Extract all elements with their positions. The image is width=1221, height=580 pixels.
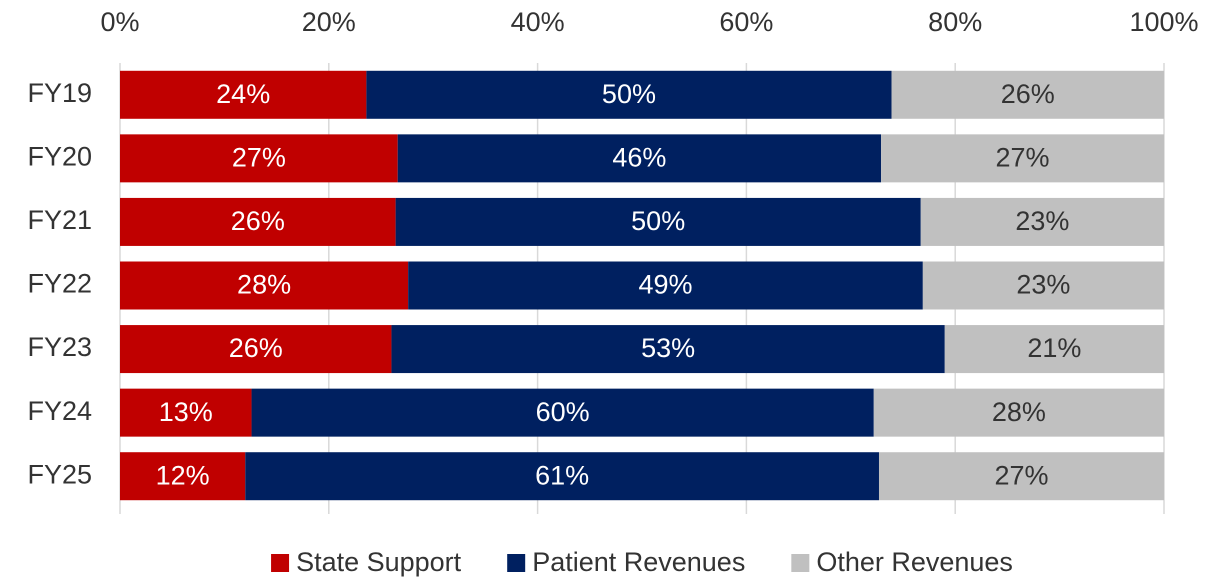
data-label: 50% xyxy=(631,206,685,236)
data-label: 50% xyxy=(602,79,656,109)
data-label: 23% xyxy=(1015,206,1069,236)
bar-segment xyxy=(391,325,945,374)
y-tick-label: FY25 xyxy=(27,459,92,489)
bar-segment xyxy=(920,197,1164,246)
legend-swatch xyxy=(791,554,810,572)
data-label: 61% xyxy=(535,460,589,490)
data-label: 12% xyxy=(156,460,210,490)
legend-swatch xyxy=(271,554,290,572)
data-label: 60% xyxy=(536,397,590,427)
y-tick-label: FY21 xyxy=(27,205,92,235)
x-tick-label: 40% xyxy=(511,7,565,37)
data-label: 26% xyxy=(229,333,283,363)
legend-swatch xyxy=(507,554,526,572)
bar-segment xyxy=(366,70,892,119)
bar-segment xyxy=(395,197,921,246)
data-label: 46% xyxy=(612,142,666,172)
bar-segment xyxy=(878,452,1164,501)
bar-segment xyxy=(245,452,879,501)
y-tick-label: FY24 xyxy=(27,396,92,426)
bar-segment xyxy=(891,70,1164,119)
y-tick-label: FY23 xyxy=(27,332,92,362)
x-tick-label: 100% xyxy=(1129,7,1198,37)
legend-label: Patient Revenues xyxy=(532,547,745,577)
y-tick-label: FY20 xyxy=(27,141,92,171)
x-tick-label: 0% xyxy=(100,7,139,37)
bar-segment xyxy=(944,325,1164,374)
bar-segment xyxy=(408,261,923,310)
data-label: 27% xyxy=(994,460,1048,490)
bar-segment xyxy=(120,388,252,437)
bar-segment xyxy=(873,388,1164,437)
data-label: 53% xyxy=(641,333,695,363)
data-label: 24% xyxy=(216,79,270,109)
data-label: 27% xyxy=(232,142,286,172)
bar-segment xyxy=(120,70,367,119)
x-tick-label: 60% xyxy=(719,7,773,37)
x-tick-label: 20% xyxy=(302,7,356,37)
data-label: 27% xyxy=(996,142,1050,172)
bar-segment xyxy=(120,197,396,246)
legend-label: Other Revenues xyxy=(816,547,1013,577)
data-label: 26% xyxy=(231,206,285,236)
y-tick-label: FY19 xyxy=(27,78,92,108)
bar-segment xyxy=(922,261,1164,310)
data-label: 26% xyxy=(1001,79,1055,109)
bar-segment xyxy=(120,452,246,501)
bar-segment xyxy=(120,261,409,310)
data-label: 23% xyxy=(1016,270,1070,300)
data-label: 28% xyxy=(992,397,1046,427)
bar-segment xyxy=(881,134,1164,183)
data-label: 49% xyxy=(638,270,692,300)
bar-segment xyxy=(397,134,882,183)
bar-segment xyxy=(251,388,874,437)
bar-segment xyxy=(120,134,398,183)
legend-label: State Support xyxy=(296,547,462,577)
y-tick-label: FY22 xyxy=(27,269,92,299)
bar-segment xyxy=(120,325,392,374)
data-label: 28% xyxy=(237,270,291,300)
data-label: 21% xyxy=(1027,333,1081,363)
data-label: 13% xyxy=(159,397,213,427)
x-tick-label: 80% xyxy=(928,7,982,37)
